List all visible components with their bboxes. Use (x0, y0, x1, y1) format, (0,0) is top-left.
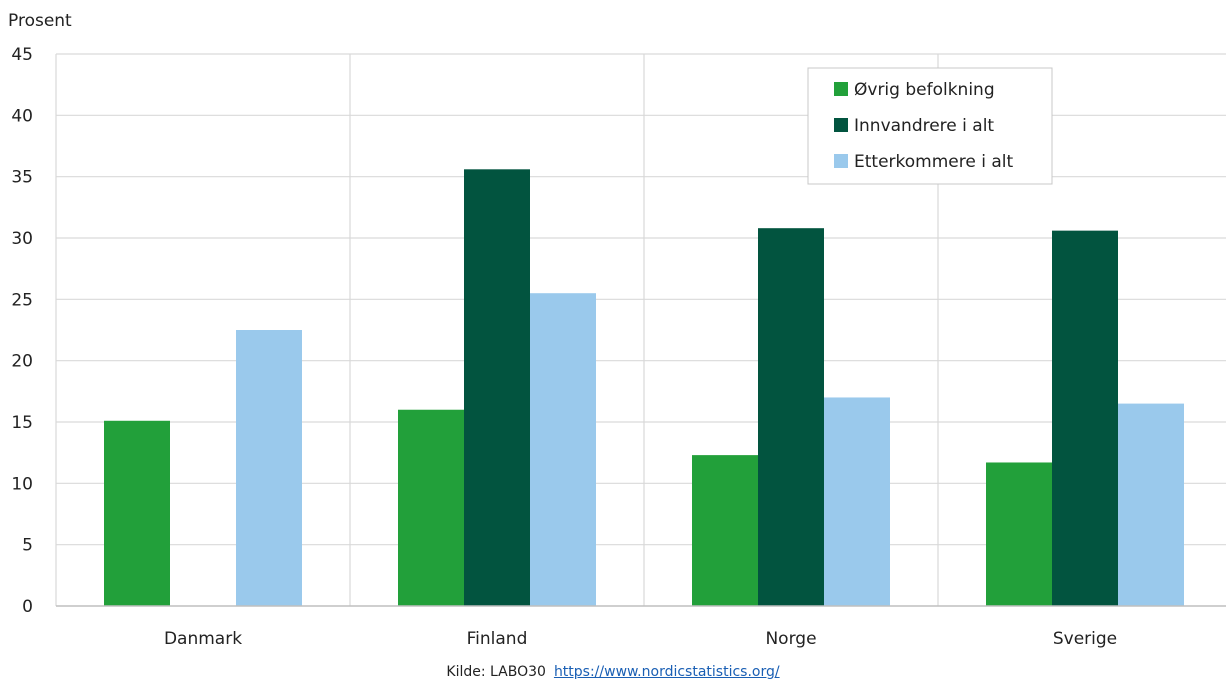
bar (104, 420, 170, 606)
legend-swatch (834, 82, 848, 96)
legend-label: Øvrig befolkning (854, 80, 995, 100)
bar (464, 169, 530, 606)
source-label: Kilde: LABO30 (446, 664, 546, 680)
y-tick-label: 15 (11, 413, 33, 433)
y-tick-label: 10 (11, 474, 33, 494)
y-tick-label: 30 (11, 229, 33, 249)
legend-box (807, 67, 1053, 185)
legend-label: Innvandrere i alt (854, 116, 994, 136)
y-tick-label: 5 (22, 536, 33, 556)
bar (530, 293, 596, 606)
axes: 0 5 10 15 20 25 30 35 40 45 Danmark Finland Norge Sve… (11, 45, 1226, 649)
y-tick-label: 0 (22, 597, 33, 617)
bar (236, 330, 302, 606)
bar (824, 397, 890, 606)
legend: Øvrig befolkning Innvandrere i alt Etterko… (807, 67, 1053, 185)
x-tick-label: Finland (467, 629, 528, 649)
bar (398, 409, 464, 606)
bar (1052, 230, 1118, 606)
x-tick-label: Sverige (1053, 629, 1117, 649)
source-note: Kilde: LABO30 https://www.nordicstatistic… (0, 664, 1226, 680)
y-tick-label: 20 (11, 352, 33, 372)
y-tick-label: 25 (11, 290, 33, 310)
x-tick-label: Norge (765, 629, 816, 649)
y-axis-label: Prosent (8, 11, 72, 31)
bar (1118, 403, 1184, 606)
legend-swatch (834, 154, 848, 168)
legend-swatch (834, 118, 848, 132)
bars (104, 169, 1184, 607)
bar (758, 228, 824, 607)
source-link[interactable]: https://www.nordicstatistics.org/ (553, 664, 780, 680)
y-tick-label: 45 (11, 45, 33, 65)
legend-label: Etterkommere i alt (854, 152, 1013, 172)
bar (692, 455, 758, 606)
y-tick-label: 35 (11, 168, 33, 188)
y-tick-label: 40 (11, 106, 33, 126)
x-tick-label: Danmark (164, 629, 242, 649)
bar (986, 462, 1052, 606)
